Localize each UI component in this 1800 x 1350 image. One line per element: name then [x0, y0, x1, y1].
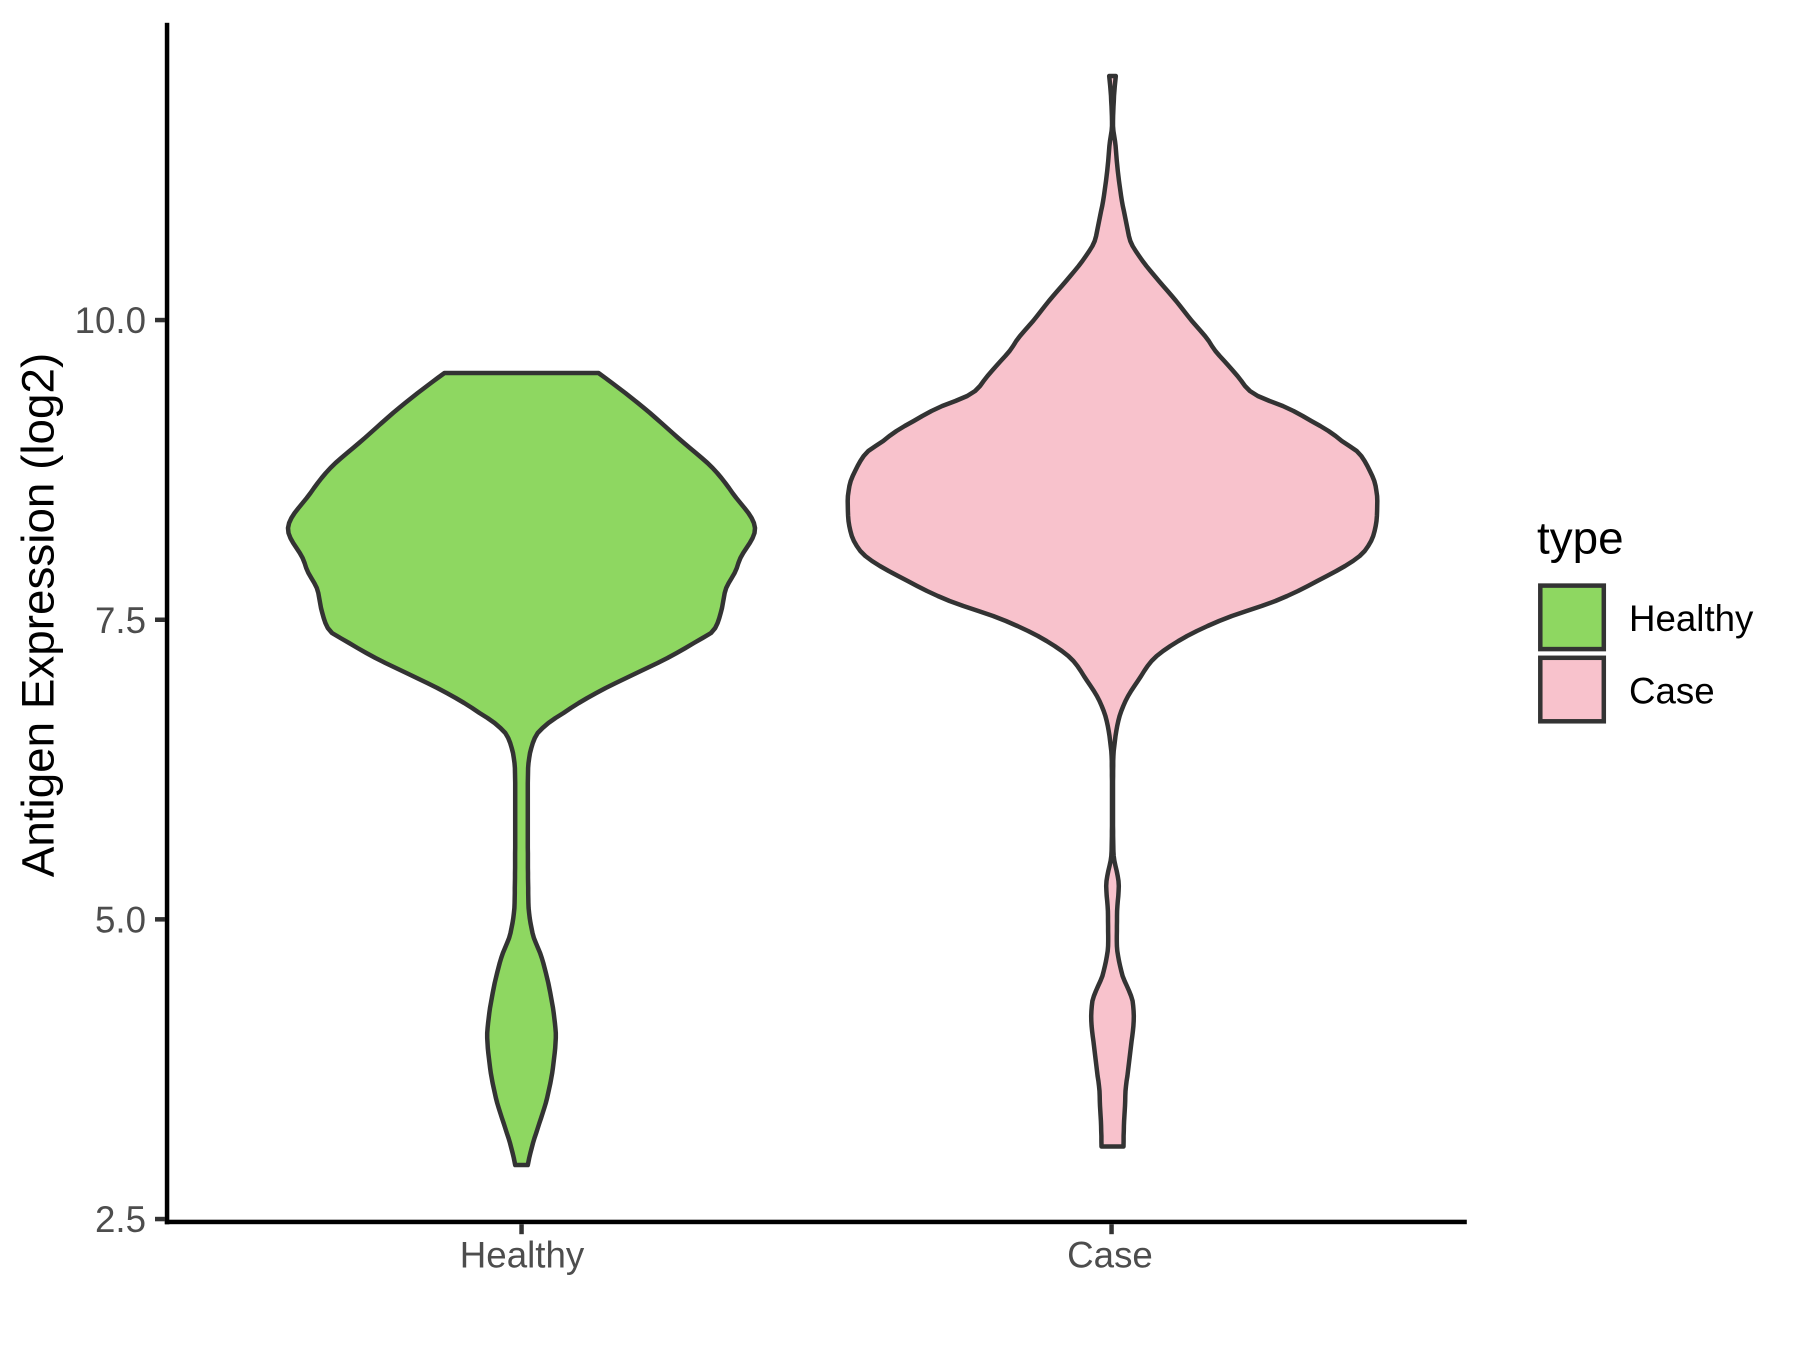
svg-text:5.0: 5.0: [95, 900, 146, 941]
svg-text:7.5: 7.5: [95, 600, 146, 641]
svg-text:Antigen Expression (log2): Antigen Expression (log2): [13, 353, 64, 877]
svg-text:Case: Case: [1629, 670, 1715, 711]
svg-text:Healthy: Healthy: [460, 1234, 585, 1275]
svg-text:Healthy: Healthy: [1629, 598, 1754, 639]
svg-text:10.0: 10.0: [75, 300, 146, 341]
svg-text:Case: Case: [1067, 1234, 1153, 1275]
svg-text:2.5: 2.5: [95, 1199, 146, 1240]
svg-text:type: type: [1537, 513, 1624, 564]
